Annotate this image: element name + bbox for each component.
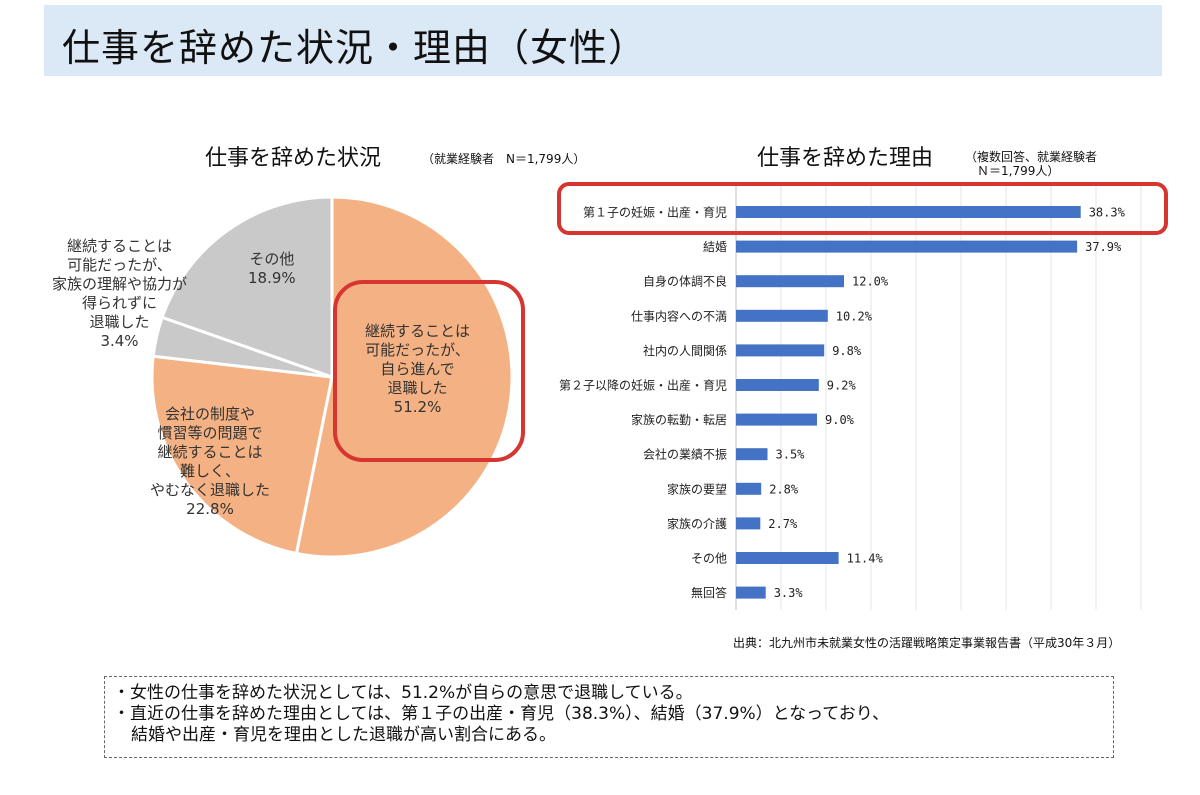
pie-label-other: その他 18.9%: [248, 250, 296, 288]
bar-category-label: 仕事内容への不満: [631, 308, 727, 323]
bar: [736, 240, 1078, 253]
bar-value-label: 10.2%: [836, 309, 873, 323]
bar: [736, 206, 1081, 218]
bar: [736, 344, 825, 357]
pie-label-line: 家族の理解や協力が: [52, 275, 188, 293]
bar: [736, 379, 819, 391]
bar-value-label: 9.0%: [825, 413, 855, 427]
pie-label-line: 継続することは: [157, 443, 263, 461]
bar: [736, 482, 762, 495]
bar-category-label: 会社の業績不振: [643, 447, 727, 462]
pie-label-value: 18.9%: [248, 269, 296, 287]
pie-label-line: 退職した: [387, 379, 448, 397]
pie-label-company-system: 会社の制度や 慣習等の問題で 継続することは 難しく、 やむなく退職した 22.…: [150, 405, 270, 519]
summary-line: ・女性の仕事を辞めた状況としては、51.2%が自らの意思で退職している。: [113, 683, 693, 703]
pie-label-value: 51.2%: [393, 398, 442, 416]
bar-subtitle-line: （複数回答、就業経験者: [965, 150, 1098, 164]
bar-category-label: 社内の人間関係: [643, 343, 727, 358]
pie-label-value: 3.4%: [100, 332, 139, 350]
pie-label-line: 退職した: [89, 313, 150, 331]
pie-label-line: 自ら進んで: [380, 360, 455, 378]
pie-label-line: やむなく退職した: [150, 481, 271, 499]
pie-label-line: 得られずに: [82, 294, 158, 312]
pie-label-line: 可能だったが、: [365, 341, 470, 359]
pie-label-line: 継続することは: [67, 237, 173, 255]
pie-label-line: その他: [249, 250, 295, 268]
pie-label-self-resigned: 継続することは 可能だったが、 自ら進んで 退職した 51.2%: [365, 322, 470, 417]
bar-category-label: 第２子以降の妊娠・出産・育児: [559, 378, 727, 393]
bar-value-label: 11.4%: [847, 552, 884, 566]
bar-value-label: 3.3%: [774, 586, 804, 600]
bar-category-label: 自身の体調不良: [643, 274, 727, 289]
bar: [736, 552, 839, 564]
bar-value-label: 9.8%: [832, 344, 862, 358]
source-note: 出典：北九州市未就業女性の活躍戦略策定事業報告書（平成30年３月）: [733, 636, 1121, 650]
summary-line: ・直近の仕事を辞めた理由としては、第１子の出産・育児（38.3%）、結婚（37.…: [113, 704, 890, 724]
pie-slice-other: [160, 195, 334, 380]
page-header: 仕事を辞めた状況・理由（女性）: [44, 5, 1162, 76]
bar: [736, 586, 766, 599]
bar-category-label: 家族の介護: [667, 516, 727, 531]
bar: [736, 275, 844, 288]
pie-chart-subtitle: （就業経験者 N＝1,799人）: [422, 152, 585, 166]
bar-category-label: 第１子の妊娠・出産・育児: [583, 205, 727, 220]
bar: [736, 517, 761, 530]
bar: [736, 309, 828, 322]
bar-value-label: 2.8%: [769, 482, 799, 496]
pie-label-line: 会社の制度や: [165, 405, 256, 423]
bar-value-label: 12.0%: [852, 275, 889, 289]
pie-label-value: 22.8%: [186, 500, 234, 518]
bar-category-label: 無回答: [691, 585, 727, 600]
pie-subtitle-line: （就業経験者 N＝1,799人）: [422, 152, 586, 166]
pie-chart-title: 仕事を辞めた状況: [205, 146, 382, 171]
pie-label-line: 可能だったが、: [67, 256, 172, 274]
bar-value-label: 9.2%: [827, 379, 857, 393]
pie-label-line: 難しく、: [180, 462, 241, 480]
bar-value-label: 3.5%: [776, 448, 806, 462]
pie-label-line: 継続することは: [365, 322, 471, 340]
bar-subtitle-line: Ｎ＝1,799人）: [977, 164, 1060, 178]
bar: [736, 448, 768, 461]
pie-label-line: 慣習等の問題で: [157, 424, 263, 442]
bar-value-label: 38.3%: [1089, 206, 1126, 220]
page-title: 仕事を辞めた状況・理由（女性）: [62, 26, 648, 70]
bar-category-label: 結婚: [703, 240, 727, 254]
summary-line: 結婚や出産・育児を理由とした退職が高い割合にある。: [131, 725, 556, 745]
bar-chart-title: 仕事を辞めた理由: [757, 146, 934, 171]
bar-chart-subtitle: （複数回答、就業経験者 Ｎ＝1,799人）: [965, 150, 1097, 178]
bar-category-label: その他: [691, 552, 727, 566]
bar: [736, 413, 817, 426]
bar-highlight-box: [557, 182, 1168, 235]
bar-category-label: 家族の転勤・転居: [631, 412, 727, 427]
bar-value-label: 2.7%: [768, 517, 798, 531]
pie-highlight-box: [333, 280, 525, 462]
bar-value-label: 37.9%: [1085, 240, 1122, 254]
summary-box: ・女性の仕事を辞めた状況としては、51.2%が自らの意思で退職している。 ・直近…: [104, 676, 1114, 758]
pie-slice-company-system: [150, 354, 334, 556]
bar-category-label: 家族の要望: [667, 481, 727, 496]
pie-label-family: 継続することは 可能だったが、 家族の理解や協力が 得られずに 退職した 3.4…: [52, 237, 187, 351]
